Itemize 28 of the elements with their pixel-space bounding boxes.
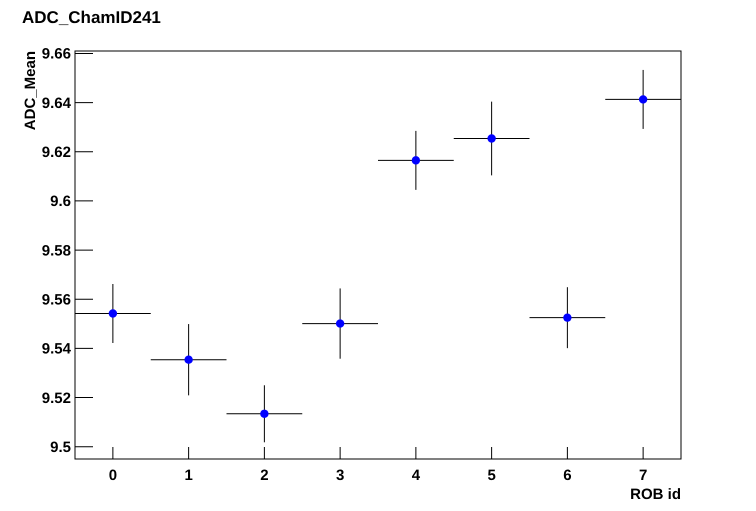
x-tick-label: 5 xyxy=(487,467,496,484)
x-tick-label: 7 xyxy=(638,467,648,484)
y-tick-label: 9.66 xyxy=(42,46,71,63)
point xyxy=(412,156,420,165)
y-axis-title: ADC_Mean xyxy=(22,51,39,130)
y-tick-label: 9.64 xyxy=(42,94,72,112)
x-tick-label: 0 xyxy=(108,467,118,484)
y-tick-label: 9.54 xyxy=(42,340,72,358)
point xyxy=(260,410,269,418)
point xyxy=(638,95,648,104)
y-tick-label: 9.62 xyxy=(42,144,71,162)
x-tick-label: 6 xyxy=(563,467,572,484)
point xyxy=(487,134,496,143)
x-tick-label: 2 xyxy=(260,467,269,484)
x-tick-label: 4 xyxy=(412,467,421,484)
x-tick-label: 3 xyxy=(336,467,344,484)
point xyxy=(563,313,572,322)
y-tick-label: 9.58 xyxy=(42,242,71,260)
point xyxy=(184,356,193,364)
y-tick-label: 9.52 xyxy=(42,390,71,407)
chart-title: ADC_ChamID241 xyxy=(22,8,161,27)
y-tick-label: 9.5 xyxy=(50,438,71,456)
point xyxy=(336,319,344,328)
y-tick-label: 9.6 xyxy=(50,193,71,210)
x-axis-title: ROB id xyxy=(630,486,681,503)
x-tick-label: 1 xyxy=(184,467,193,484)
y-tick-label: 9.56 xyxy=(42,291,71,308)
point xyxy=(108,309,118,318)
